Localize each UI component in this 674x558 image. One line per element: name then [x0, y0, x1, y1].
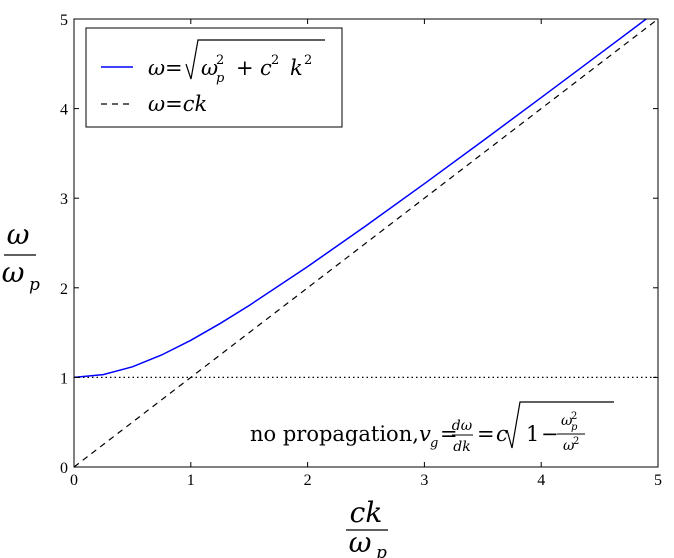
x-tick-label-1: 1: [187, 472, 195, 489]
annotation-sup-2b: 2: [573, 436, 579, 447]
xlabel-denominator: ω: [349, 526, 372, 558]
legend-box: [85, 27, 343, 128]
annotation-sub-p: p: [571, 422, 578, 433]
annotation-v: v: [419, 422, 431, 446]
y-tick-label-1: 1: [60, 370, 68, 387]
ylabel-denominator: ω: [2, 256, 25, 289]
annotation-dk: dk: [453, 439, 470, 455]
legend-sup-2: 2: [216, 53, 224, 68]
legend-label-light-line: ω=ck: [148, 92, 207, 116]
plot-frame: [73, 18, 659, 468]
annotation-sup-2: 2: [571, 411, 577, 422]
annotation-eq1: =: [440, 422, 458, 446]
annotation-c: c: [496, 422, 508, 446]
annotation-one: 1: [526, 422, 539, 446]
x-tick-label-3: 3: [420, 472, 428, 489]
legend-sup-2b: 2: [271, 53, 279, 68]
axis-ticks: 0 1 2 3 4 5 0 1 2 3 4 5: [60, 12, 662, 489]
x-tick-label-5: 5: [654, 472, 662, 489]
legend-omega-p: ω: [201, 56, 218, 80]
y-tick-label-5: 5: [60, 12, 68, 29]
x-axis-label: ck ω p: [346, 496, 388, 558]
legend-k: k: [290, 56, 303, 80]
legend-equals: =: [165, 56, 183, 80]
plot-area: [73, 18, 659, 468]
legend: ω = ω p 2 + c 2 k 2 ω=ck: [85, 27, 343, 128]
y-tick-label-4: 4: [60, 102, 68, 119]
annotation-g: g: [430, 436, 438, 451]
annotation: no propagation, v g = dω dk = c 1 − ω p …: [250, 401, 614, 455]
x-tick-label-4: 4: [537, 472, 545, 489]
y-axis-label: ω ω p: [2, 218, 40, 295]
y-tick-label-0: 0: [60, 460, 68, 477]
y-tick-label-2: 2: [60, 281, 68, 298]
annotation-minus: −: [541, 422, 559, 446]
annotation-eq2: =: [477, 422, 495, 446]
annotation-sqrt-sign: [506, 401, 614, 449]
ylabel-numerator: ω: [7, 218, 30, 251]
xlabel-numerator: ck: [350, 496, 383, 529]
annotation-omega: ω: [563, 438, 575, 454]
legend-plus: +: [236, 56, 254, 80]
annotation-prefix: no propagation,: [250, 422, 419, 446]
legend-sqrt-sign: [185, 39, 325, 80]
series-line-1: [73, 18, 647, 379]
annotation-omega-p: ω: [561, 413, 573, 429]
legend-sup-2c: 2: [304, 53, 312, 68]
x-tick-label-2: 2: [304, 472, 312, 489]
annotation-domega: dω: [452, 418, 473, 434]
legend-omega: ω: [148, 56, 165, 80]
legend-sub-p: p: [216, 71, 225, 86]
ylabel-denominator-sub: p: [29, 275, 40, 295]
legend-c: c: [260, 56, 272, 80]
series-line-2: [73, 18, 659, 468]
legend-label-dispersion: ω = ω p 2 + c 2 k 2: [148, 39, 325, 86]
xlabel-denominator-sub: p: [376, 543, 387, 558]
y-tick-label-3: 3: [60, 191, 68, 208]
x-tick-label-0: 0: [70, 472, 78, 489]
